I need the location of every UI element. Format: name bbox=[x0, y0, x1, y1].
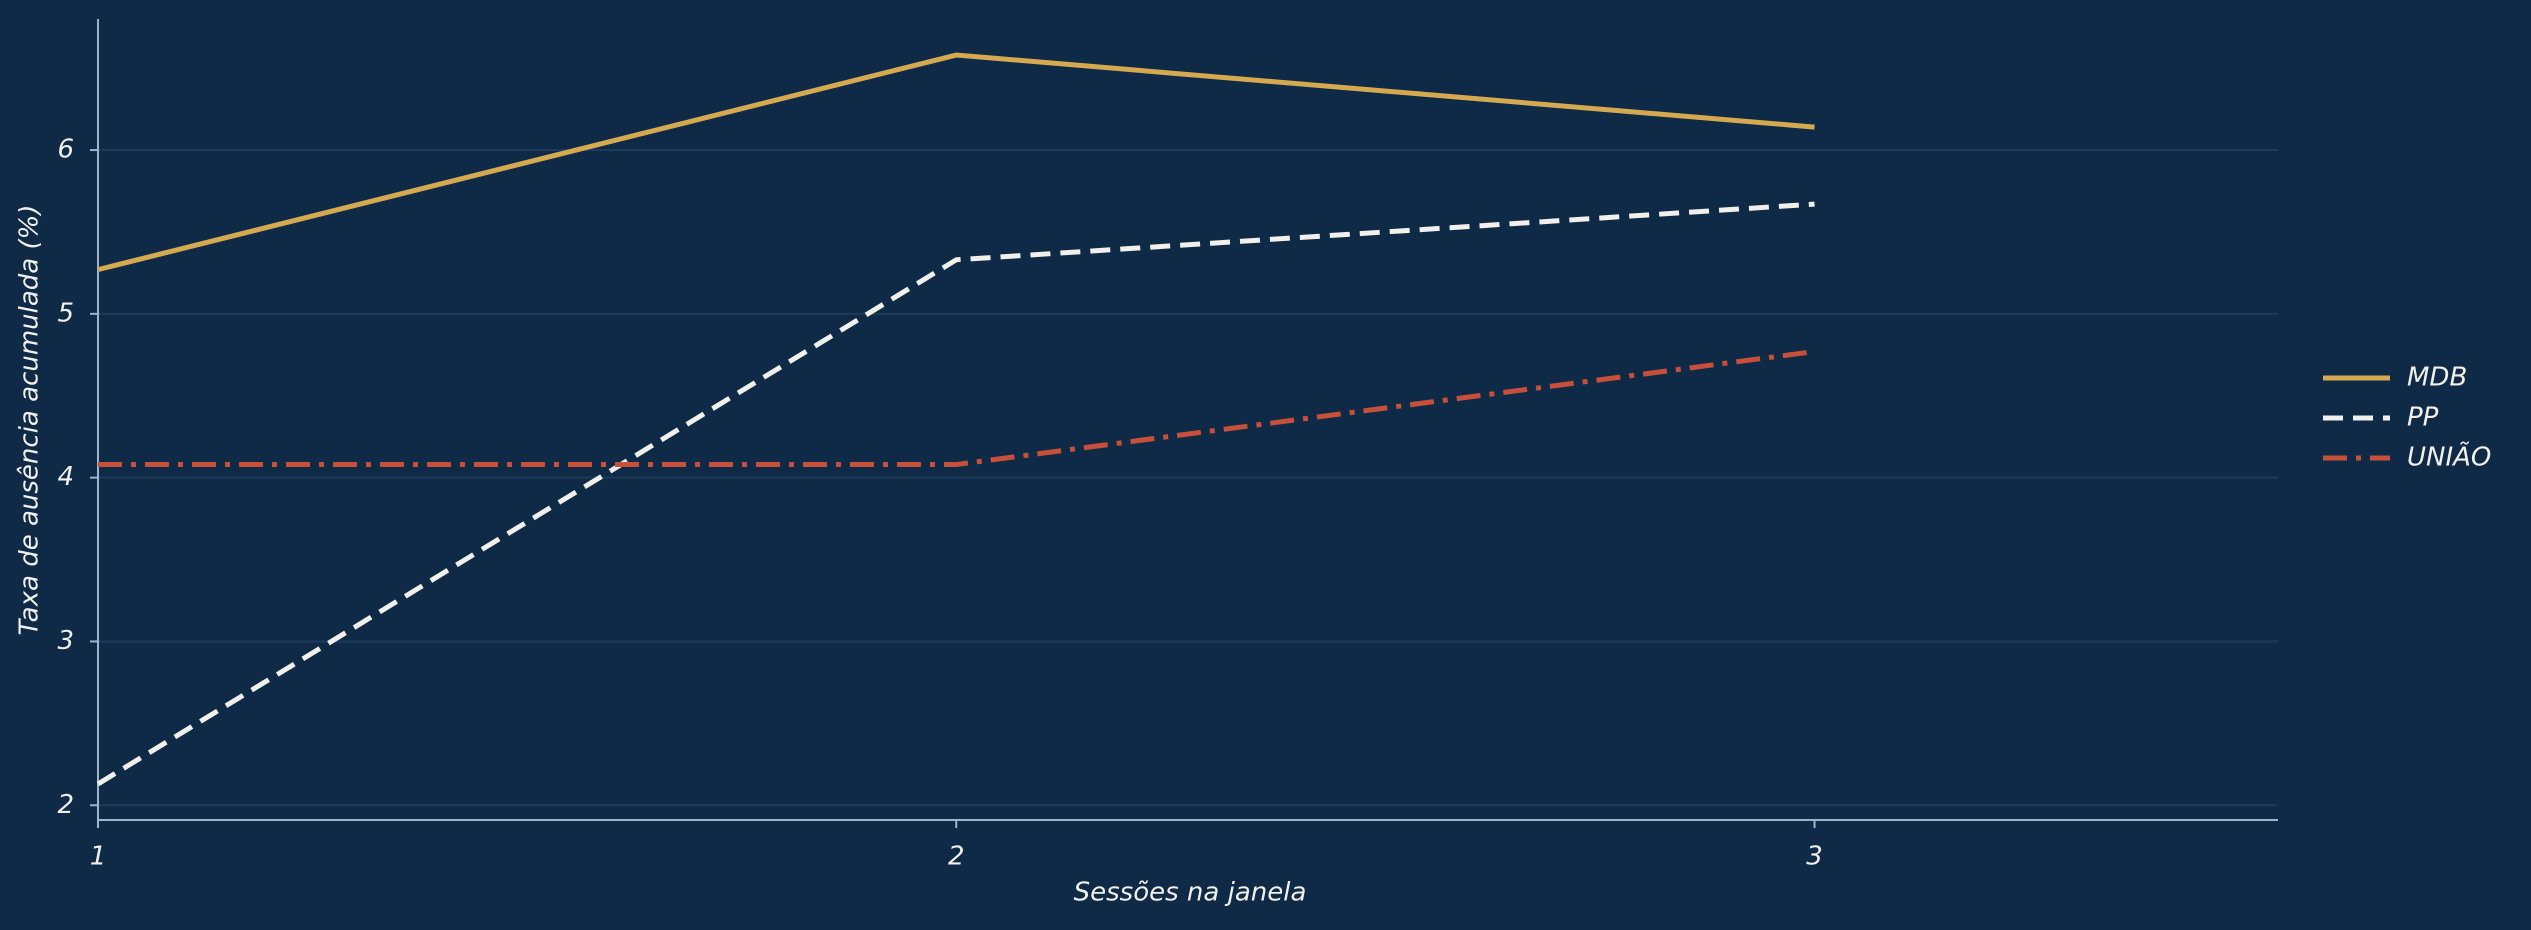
y-tick-label: 5 bbox=[57, 298, 74, 328]
x-tick-label: 2 bbox=[948, 842, 965, 872]
x-tick-label: 3 bbox=[1806, 842, 1823, 872]
legend-label: PP bbox=[2407, 403, 2439, 433]
legend-label: MDB bbox=[2407, 363, 2467, 393]
x-axis-label: Sessões na janela bbox=[1074, 878, 1307, 908]
line-series bbox=[98, 349, 1815, 468]
y-axis-label: Taxa de ausência acumulada (%) bbox=[15, 205, 45, 636]
y-tick-label: 4 bbox=[57, 462, 74, 492]
y-tick-label: 2 bbox=[57, 790, 74, 820]
line-series bbox=[96, 201, 1815, 787]
x-tick-label: 1 bbox=[90, 842, 107, 872]
line-series bbox=[97, 52, 1815, 273]
y-tick-label: 3 bbox=[57, 626, 74, 656]
legend-label: UNIÃO bbox=[2407, 441, 2491, 473]
y-tick-label: 6 bbox=[57, 135, 74, 165]
